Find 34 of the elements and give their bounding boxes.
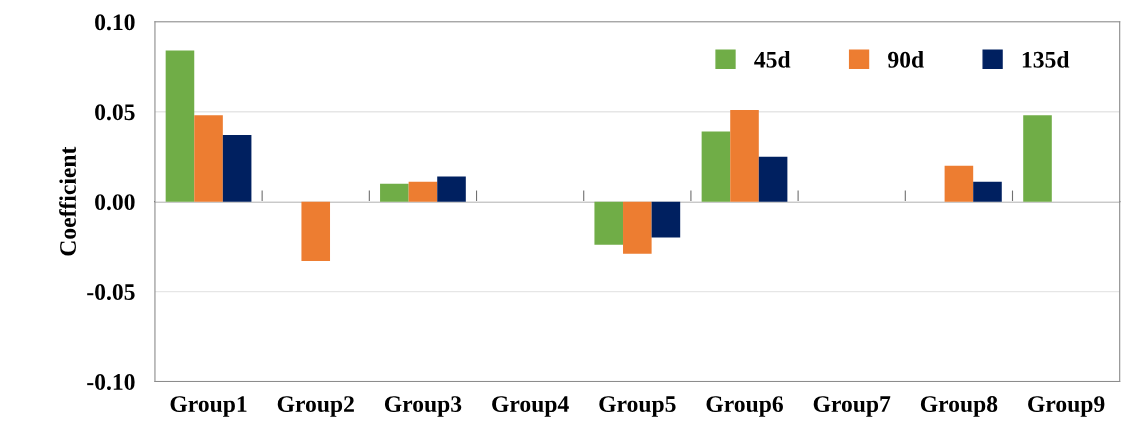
- bar: [730, 109, 759, 202]
- bar: [165, 50, 195, 202]
- bar: [973, 181, 1002, 202]
- bar: [1023, 115, 1052, 202]
- x-tick-label: Group5: [599, 396, 676, 417]
- x-tick-label: Group7: [813, 396, 891, 417]
- bar: [758, 156, 788, 202]
- bar: [301, 201, 331, 261]
- bar: [623, 201, 652, 254]
- legend-label: 135d: [1022, 51, 1070, 68]
- y-tick-label: 0.05: [95, 104, 135, 121]
- x-tick-label: Group1: [170, 396, 247, 417]
- bar: [222, 135, 252, 202]
- legend-label: 45d: [754, 51, 791, 68]
- y-tick-label: 0.00: [95, 194, 135, 211]
- bar: [594, 201, 624, 245]
- x-tick-label: Group3: [384, 396, 462, 417]
- bar: [944, 165, 974, 202]
- y-tick-label: -0.05: [87, 284, 135, 301]
- bar: [651, 201, 681, 238]
- x-tick-label: Group8: [920, 396, 998, 417]
- bar: [437, 176, 466, 202]
- bar: [701, 131, 731, 202]
- x-tick-label: Group4: [492, 396, 569, 417]
- x-tick-label: Group9: [1028, 396, 1105, 417]
- y-axis-title: Coefficient: [59, 146, 76, 256]
- bar: [380, 183, 409, 202]
- x-tick-label: Group2: [277, 396, 354, 417]
- x-tick-label: Group6: [706, 396, 783, 417]
- legend-label: 90d: [888, 51, 924, 68]
- y-tick-label: -0.10: [87, 373, 135, 391]
- bar: [408, 181, 438, 202]
- y-tick-label: 0.10: [95, 14, 135, 31]
- bar: [194, 115, 223, 202]
